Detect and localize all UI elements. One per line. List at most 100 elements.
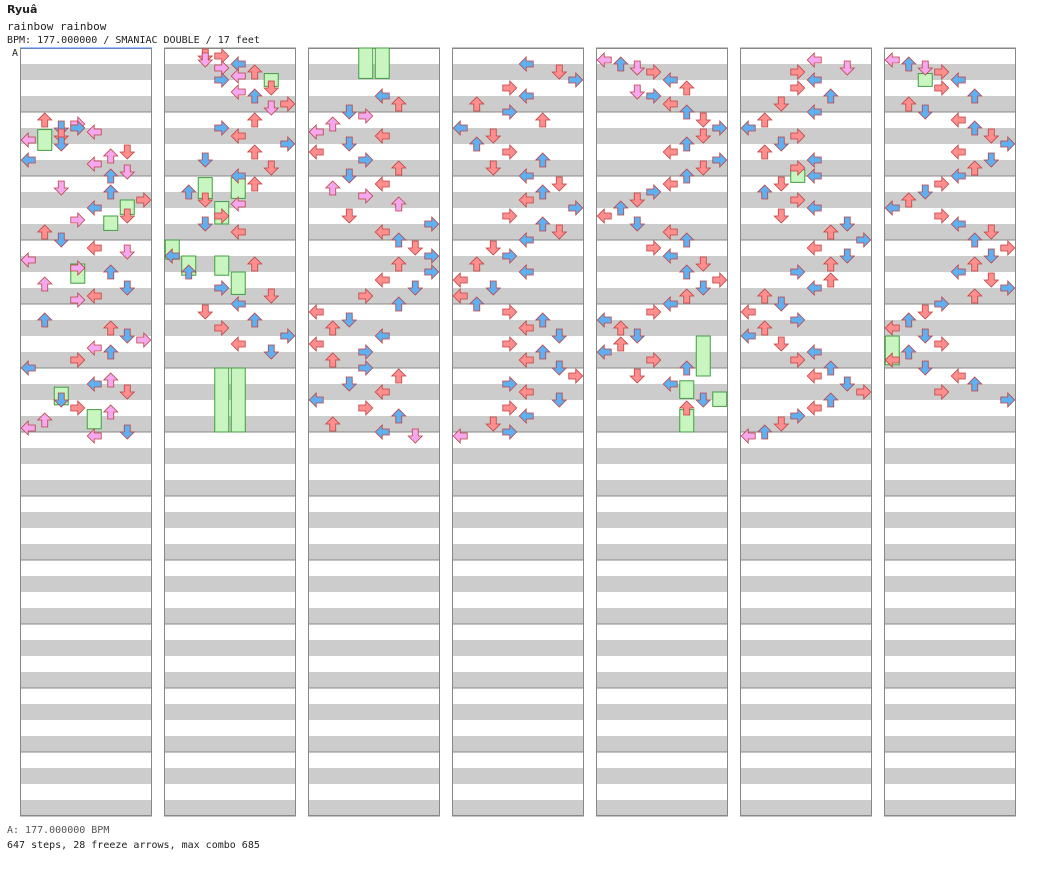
- step-arrow: [790, 352, 806, 368]
- beat-stripe: [884, 128, 1016, 144]
- step-arrow: [646, 64, 662, 80]
- beat-stripe: [308, 128, 440, 144]
- step-arrow: [20, 132, 36, 148]
- step-arrow: [518, 168, 534, 184]
- step-arrow: [390, 256, 407, 272]
- beat-stripe: [740, 320, 872, 336]
- step-arrow: [324, 416, 341, 432]
- step-arrow: [950, 264, 966, 280]
- step-arrow: [308, 392, 324, 408]
- step-arrow: [502, 376, 518, 392]
- step-arrow: [900, 192, 917, 208]
- step-arrow: [839, 60, 856, 76]
- beat-stripe: [164, 320, 296, 336]
- beat-stripe: [308, 544, 440, 560]
- beat-stripe: [884, 736, 1016, 752]
- beat-stripe: [740, 576, 872, 592]
- step-arrow: [612, 336, 629, 352]
- beat-stripe: [740, 544, 872, 560]
- step-arrow: [806, 52, 822, 68]
- step-arrow: [518, 264, 534, 280]
- beat-stripe: [164, 288, 296, 304]
- step-arrow: [966, 120, 983, 136]
- step-arrow: [678, 288, 695, 304]
- beat-stripe: [164, 768, 296, 784]
- step-arrow: [280, 328, 296, 344]
- step-arrow: [756, 288, 773, 304]
- step-arrow: [551, 64, 568, 80]
- step-arrow: [806, 344, 822, 360]
- beat-stripe: [20, 96, 152, 112]
- step-arrow: [424, 216, 440, 232]
- beat-stripe: [884, 384, 1016, 400]
- song-title: rainbow rainbow: [7, 20, 107, 33]
- step-arrow: [966, 256, 983, 272]
- beat-stripe: [740, 288, 872, 304]
- step-arrow: [53, 128, 70, 144]
- beat-stripe: [740, 160, 872, 176]
- step-arrow: [374, 224, 390, 240]
- beat-stripe: [308, 64, 440, 80]
- step-arrow: [407, 240, 424, 256]
- panel-border: [308, 48, 440, 816]
- step-arrow: [374, 384, 390, 400]
- step-arrow: [629, 368, 646, 384]
- step-arrow: [119, 164, 136, 180]
- step-arrow: [806, 368, 822, 384]
- step-arrow: [966, 376, 983, 392]
- step-arrow: [1000, 280, 1016, 296]
- beat-stripe: [596, 800, 728, 816]
- beat-stripe: [596, 256, 728, 272]
- step-arrow: [518, 320, 534, 336]
- beat-stripe: [308, 96, 440, 112]
- beat-stripe: [740, 768, 872, 784]
- step-arrow: [36, 224, 53, 240]
- beat-stripe: [20, 192, 152, 208]
- beat-stripe: [596, 320, 728, 336]
- beat-stripe: [596, 128, 728, 144]
- step-arrow: [20, 420, 36, 436]
- step-arrow: [263, 288, 280, 304]
- step-arrow: [568, 368, 584, 384]
- step-arrow: [424, 248, 440, 264]
- step-arrow: [341, 168, 358, 184]
- freeze-arrow: [358, 47, 374, 79]
- step-arrow: [374, 176, 390, 192]
- step-arrow: [678, 136, 695, 152]
- freeze-arrow: [374, 47, 390, 79]
- step-arrow: [390, 196, 407, 212]
- step-arrow: [502, 424, 518, 440]
- beat-stripe: [884, 704, 1016, 720]
- step-arrow: [983, 152, 1000, 168]
- step-arrow: [230, 336, 246, 352]
- beat-stripe: [452, 192, 584, 208]
- step-arrow: [740, 304, 756, 320]
- step-arrow: [790, 264, 806, 280]
- step-arrow: [341, 208, 358, 224]
- beat-stripe: [596, 288, 728, 304]
- step-arrow: [452, 120, 468, 136]
- beat-stripe: [740, 608, 872, 624]
- step-arrow: [612, 56, 629, 72]
- beat-stripe: [164, 512, 296, 528]
- beat-stripe: [740, 256, 872, 272]
- step-arrow: [86, 340, 102, 356]
- step-arrow: [119, 208, 136, 224]
- step-arrow: [934, 208, 950, 224]
- beat-stripe: [308, 384, 440, 400]
- beat-stripe: [452, 128, 584, 144]
- beat-stripe: [20, 320, 152, 336]
- step-arrow: [790, 192, 806, 208]
- step-arrow: [884, 352, 900, 368]
- step-arrow: [53, 180, 70, 196]
- step-arrow: [70, 260, 86, 276]
- beat-stripe: [164, 224, 296, 240]
- step-arrow: [53, 136, 70, 152]
- step-arrow: [136, 332, 152, 348]
- step-arrow: [424, 264, 440, 280]
- step-arrow: [341, 376, 358, 392]
- beat-stripe: [740, 352, 872, 368]
- step-arrow: [629, 84, 646, 100]
- step-arrow: [773, 136, 790, 152]
- beat-stripe: [740, 704, 872, 720]
